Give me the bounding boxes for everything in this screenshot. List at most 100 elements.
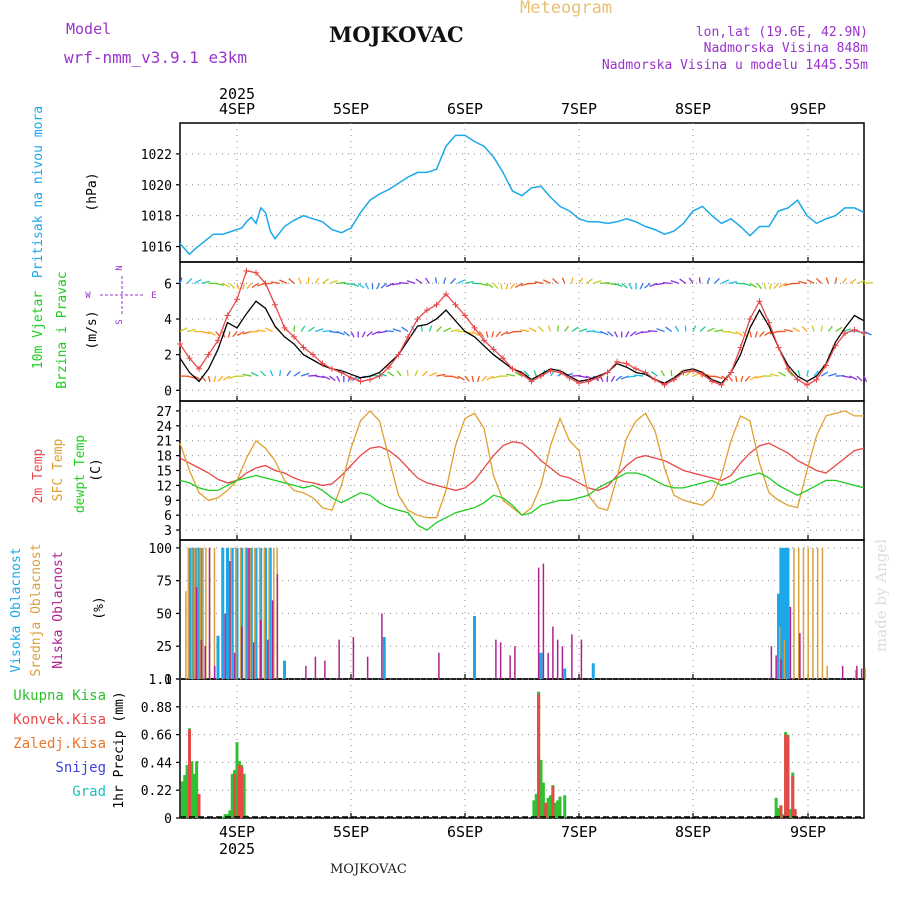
precip-bar-Ukupna Kisa (553, 802, 557, 818)
gust-marker (775, 344, 782, 351)
wind-barb (415, 278, 423, 284)
gust-marker (177, 340, 183, 347)
wind-barb (627, 375, 637, 378)
precip-bar-Ukupna Kisa (228, 810, 232, 818)
wind-barb (749, 331, 752, 338)
pressure-line (179, 134, 865, 256)
gust-marker (424, 307, 430, 314)
day-label-top: 8SEP (675, 100, 711, 118)
wind-barb (222, 282, 231, 288)
gust-marker (699, 371, 706, 378)
wind-barb (364, 283, 370, 290)
gust-marker (310, 351, 316, 358)
wind-barb (813, 370, 819, 377)
precip-bar-Ukupna Kisa (774, 797, 778, 818)
gust-marker (367, 376, 373, 383)
wind-barb (478, 331, 485, 338)
gust-marker (557, 369, 563, 376)
wind-barb (350, 282, 360, 287)
wind-barb (186, 277, 193, 284)
day-label-bottom: 4SEP (219, 823, 255, 841)
gust-marker (842, 330, 848, 337)
wind-barb (377, 330, 387, 334)
gust-marker (405, 333, 411, 340)
gust-marker (262, 280, 269, 287)
precip-bar-Konvek.Kisa (551, 786, 555, 818)
wind-barb (236, 283, 240, 290)
wind-barb (269, 370, 274, 377)
gust-marker (671, 376, 677, 383)
gust-marker (471, 324, 478, 331)
day-label-bottom: 5SEP (333, 823, 369, 841)
precip-bar-Ukupna Kisa (556, 800, 560, 818)
y-tick-label: 0 (164, 812, 172, 827)
cloud-ylabel-mid: Srednja Oblacnost (29, 543, 44, 676)
wind-barb (510, 282, 516, 290)
gust-marker (813, 376, 820, 383)
gust-marker (281, 324, 288, 331)
gust-marker (528, 378, 535, 385)
precip-bar-Ukupna Kisa (549, 795, 552, 818)
precip-bar-Ukupna Kisa (558, 796, 562, 818)
wind-barb (486, 282, 494, 288)
gust-marker (747, 316, 753, 323)
wind-barb (593, 330, 603, 334)
wind-barb (270, 281, 280, 285)
wind-barb (414, 370, 419, 377)
wind-barb (811, 325, 815, 332)
precip-bar-Ukupna Kisa (546, 797, 550, 818)
wind-barb (457, 375, 465, 381)
gust-marker (804, 381, 810, 388)
wind-barb (322, 278, 329, 284)
wind-barb (520, 329, 530, 333)
gust-marker (585, 378, 592, 385)
gust-marker (348, 374, 354, 381)
wind-barb (179, 277, 183, 284)
wind-barb (201, 330, 210, 335)
precip-bar-Ukupna Kisa (532, 800, 536, 818)
precip-bar-Ukupna Kisa (192, 773, 196, 818)
wind-barb (792, 327, 801, 333)
precip-bar-Ukupna Kisa (226, 814, 229, 818)
wind-barb (634, 374, 644, 377)
precip-bar-Ukupna Kisa (781, 814, 785, 818)
wind-barb (856, 375, 863, 382)
gust-marker (766, 319, 772, 326)
precip-bar-Konvek.Kisa (233, 773, 237, 818)
gust-marker (737, 344, 744, 351)
precip-bar-Ukupna Kisa (195, 761, 199, 818)
wind-barb (286, 370, 292, 377)
precip-bar-Konvek.Kisa (544, 802, 548, 818)
y-tick-label: 0.44 (141, 756, 172, 771)
gust-marker (661, 381, 668, 388)
gust-marker (547, 367, 554, 374)
temp-ylabel-dewpt: dewpt Temp (73, 435, 88, 513)
wind-barb (628, 283, 633, 290)
gust-marker (319, 360, 326, 367)
y-tick-label: 1.1 (149, 673, 172, 688)
wind-barb (547, 325, 552, 332)
wind-barb (293, 325, 296, 332)
model-name: wrf-nmm_v3.9.1 e3km (64, 48, 248, 67)
wind-barb (706, 277, 711, 284)
gust-marker (519, 371, 525, 378)
y-tick-label: 75 (156, 575, 172, 590)
wind-barb (787, 370, 794, 377)
precip-bar-Ukupna Kisa (190, 761, 194, 818)
gust-marker (452, 301, 459, 308)
gust-marker (794, 376, 801, 383)
pressure-units: (hPa) (85, 172, 100, 211)
wind-barb (505, 283, 509, 290)
wind-barb (260, 370, 266, 377)
precip-bar-Ukupna Kisa (788, 809, 792, 818)
compass-w: W (85, 291, 91, 301)
gust-marker (481, 337, 487, 344)
wind-barb (232, 331, 238, 338)
wind-barb (464, 375, 470, 382)
wind-barb (207, 375, 211, 383)
wind-barb (564, 325, 570, 332)
gust-marker (433, 301, 440, 308)
wind-barb (656, 328, 665, 333)
wind-barb (450, 277, 457, 284)
wind-barb (728, 281, 738, 285)
